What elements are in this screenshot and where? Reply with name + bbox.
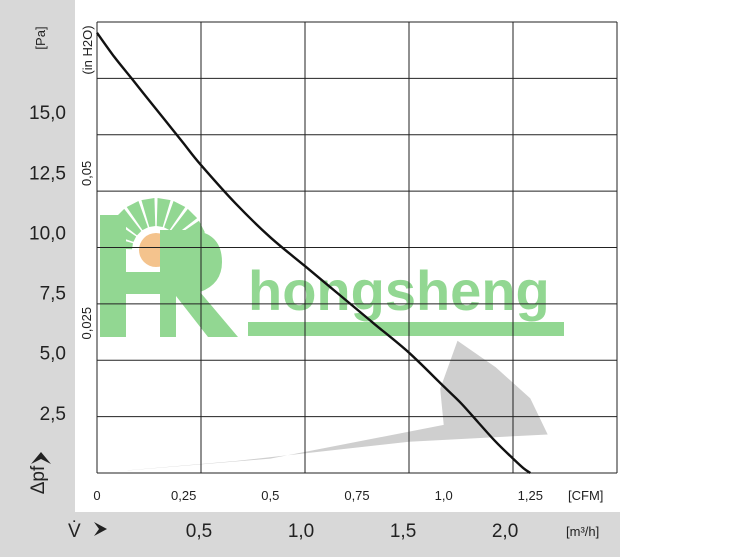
y-tick-label: 10,0	[29, 223, 66, 244]
y-axis-label: Δpf	[28, 465, 49, 494]
plot-grid	[96, 21, 618, 474]
x-secondary-tick-label: 1,5	[390, 521, 416, 542]
x-tick-label: 0	[93, 488, 100, 503]
x-tick-label: 0,25	[171, 488, 196, 503]
x-axis-arrow-icon	[94, 522, 107, 536]
x-unit-label: [CFM]	[568, 488, 603, 503]
logo-letter-h-bar	[100, 272, 160, 294]
x-tick-label: 1,0	[435, 488, 453, 503]
y-tick-label: 12,5	[29, 163, 66, 184]
operating-range-area	[97, 340, 548, 473]
y-tick-label: 15,0	[29, 103, 66, 124]
x-axis-label: V̇	[68, 521, 81, 542]
y-unit-label: [Pa]	[33, 26, 48, 49]
logo-fan-blade	[156, 198, 171, 227]
y-axis-band	[0, 0, 75, 512]
y-tick-label: 5,0	[40, 344, 66, 365]
logo-fan-blade	[164, 201, 186, 231]
x-secondary-unit-label: [m³/h]	[566, 524, 599, 539]
x-tick-labels: 0 0,25 0,5 0,75 1,0 1,25	[93, 488, 543, 503]
y-secondary-unit-label: (in H2O)	[80, 25, 95, 74]
x-axis-band	[0, 512, 620, 557]
y-secondary-tick-labels: 0,025 0,05	[79, 161, 94, 340]
y-tick-label: 2,5	[40, 404, 66, 425]
logo-fan-blade	[126, 201, 148, 231]
y-tick-label: 7,5	[40, 284, 66, 305]
y-secondary-tick-label: 0,05	[79, 161, 94, 186]
watermark-text: hongsheng	[248, 259, 550, 322]
logo-fan-blade	[141, 198, 156, 227]
y-tick-labels: 2,5 5,0 7,5 10,0 12,5 15,0	[29, 103, 66, 425]
x-secondary-tick-label: 0,5	[186, 521, 212, 542]
operating-range	[97, 340, 548, 473]
x-tick-label: 0,75	[344, 488, 369, 503]
logo-fan-blade	[170, 208, 198, 236]
x-secondary-tick-label: 1,0	[288, 521, 314, 542]
x-secondary-tick-label: 2,0	[492, 521, 518, 542]
y-axis-arrow-icon	[31, 452, 51, 464]
x-tick-label: 0,5	[261, 488, 279, 503]
x-secondary-tick-labels: 0,5 1,0 1,5 2,0	[186, 521, 518, 542]
watermark-underline	[248, 322, 564, 336]
x-tick-label: 1,25	[518, 488, 543, 503]
hongsheng-logo-watermark: hongsheng	[100, 198, 564, 337]
pressure-curve-line	[96, 32, 532, 474]
y-secondary-tick-label: 0,025	[79, 307, 94, 340]
logo-letter-r	[160, 230, 238, 337]
